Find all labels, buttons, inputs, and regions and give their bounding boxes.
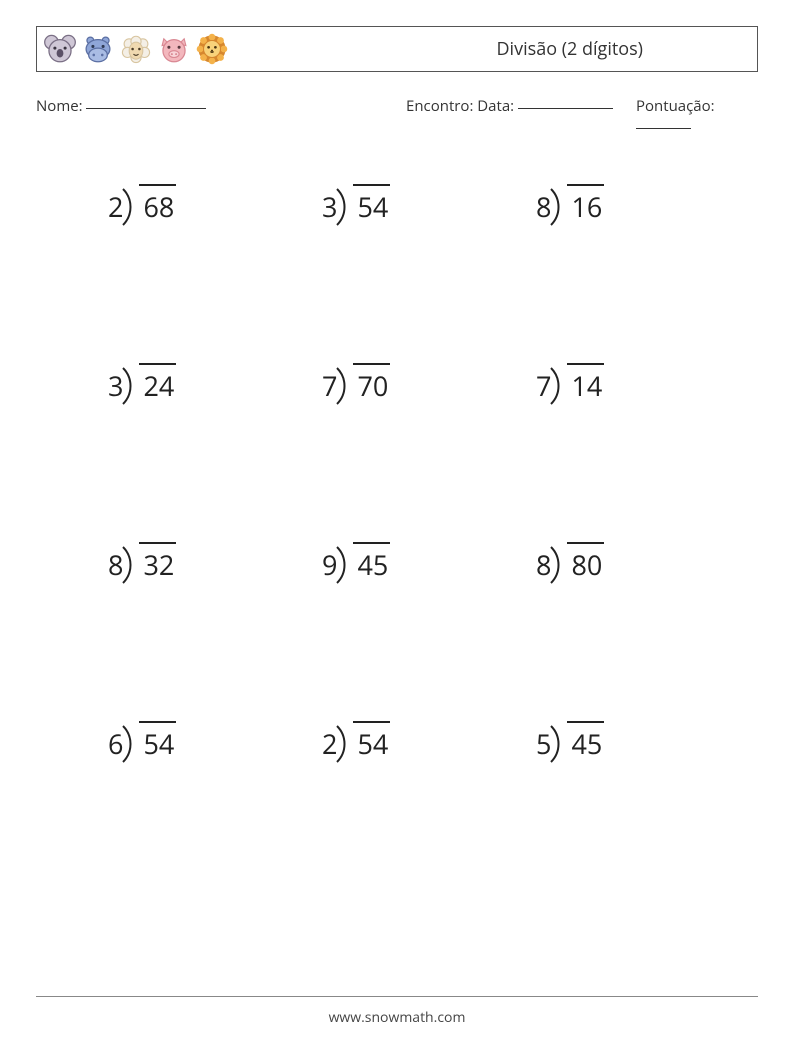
dividend: 16 [567,184,604,225]
score-blank[interactable] [636,114,691,129]
division-problem: 354 [290,186,504,225]
pig-icon [157,32,191,66]
hippo-icon [81,32,115,66]
long-division: 816 [536,186,604,225]
long-division: 770 [322,365,390,404]
division-problem: 714 [504,365,718,404]
division-problem: 832 [76,544,290,583]
long-division: 832 [108,544,176,583]
long-division: 324 [108,365,176,404]
division-problem: 254 [290,723,504,762]
footer-url: www.snowmath.com [0,1008,794,1027]
date-label: Encontro: Data: [406,96,514,116]
dividend: 54 [139,721,176,762]
score-label: Pontuação: [636,96,715,116]
dividend: 45 [353,542,390,583]
koala-icon [43,32,77,66]
lion-icon [195,32,229,66]
long-division: 545 [536,723,604,762]
division-problem: 816 [504,186,718,225]
division-problem: 654 [76,723,290,762]
dividend: 68 [139,184,176,225]
long-division: 268 [108,186,176,225]
long-division: 354 [322,186,390,225]
dividend: 70 [353,363,390,404]
info-row: Nome: Encontro: Data: Pontuação: [36,96,758,136]
score-field: Pontuação: [636,96,758,136]
dividend: 45 [567,721,604,762]
division-problem: 945 [290,544,504,583]
division-problem: 770 [290,365,504,404]
dividend: 54 [353,721,390,762]
division-problem: 880 [504,544,718,583]
date-field: Encontro: Data: [406,96,636,136]
header-icons [43,32,229,66]
worksheet-title: Divisão (2 dígitos) [496,37,743,61]
worksheet-page: Divisão (2 dígitos) Nome: Encontro: Data… [0,0,794,1053]
sheep-icon [119,32,153,66]
dividend: 80 [567,542,604,583]
dividend: 24 [139,363,176,404]
long-division: 880 [536,544,604,583]
date-blank[interactable] [518,94,613,109]
header-box: Divisão (2 dígitos) [36,26,758,72]
dividend: 14 [567,363,604,404]
footer-rule [36,996,758,997]
division-problem: 268 [76,186,290,225]
long-division: 945 [322,544,390,583]
long-division: 254 [322,723,390,762]
problems-grid: 268 354 816 324 770 714 832 945 880 654 254 545 [36,186,758,762]
long-division: 654 [108,723,176,762]
dividend: 32 [139,542,176,583]
name-field: Nome: [36,96,406,136]
division-problem: 545 [504,723,718,762]
name-label: Nome: [36,96,83,116]
dividend: 54 [353,184,390,225]
long-division: 714 [536,365,604,404]
division-problem: 324 [76,365,290,404]
name-blank[interactable] [86,94,206,109]
